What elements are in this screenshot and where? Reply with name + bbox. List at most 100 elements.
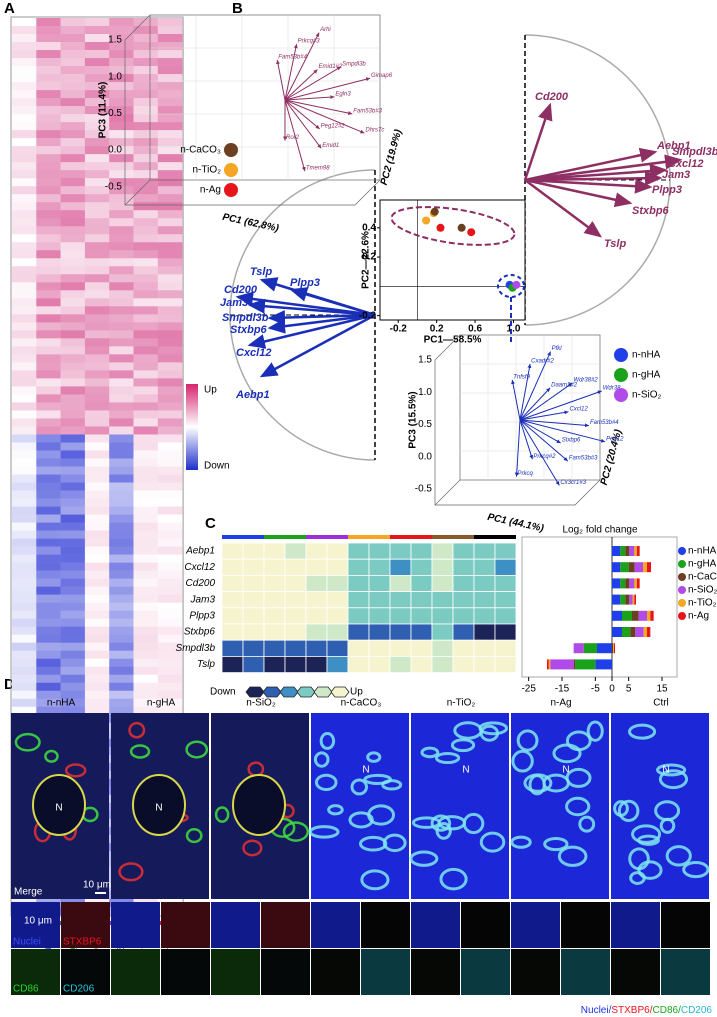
heatmap-cell	[263, 558, 286, 576]
heatmap-cell	[157, 210, 183, 219]
cell-blob	[665, 845, 692, 867]
cell-blob	[314, 773, 338, 792]
heatmap-cell	[84, 314, 110, 323]
heatmap-cell	[36, 58, 61, 67]
loading-label: Daam2#2	[551, 382, 578, 388]
cell-blob	[430, 814, 452, 832]
heatmap-cell	[326, 623, 349, 641]
heatmap-cell	[133, 234, 159, 243]
heatmap-cell	[60, 634, 86, 643]
heatmap-cell	[157, 698, 183, 708]
heatmap-cell	[36, 242, 61, 251]
heatmap-cell	[84, 106, 110, 115]
heatmap-cell	[60, 130, 86, 139]
heatmap-cell	[109, 122, 134, 131]
heatmap-cell	[473, 542, 496, 560]
heatmap-cell	[60, 450, 86, 459]
heatmap-cell	[84, 122, 110, 131]
scale-swatch	[313, 686, 333, 698]
loading-label: Peg12#2	[321, 124, 346, 130]
legend-marker	[224, 143, 238, 157]
heatmap-cell	[60, 466, 86, 475]
x-axis-label: PC1—58.5%	[424, 335, 482, 346]
heatmap-cell	[242, 575, 265, 593]
heatmap-cell	[84, 562, 110, 571]
heatmap-cell	[12, 562, 37, 571]
heatmap-cell	[36, 522, 61, 531]
gene-label: Jam3	[662, 169, 690, 181]
heatmap-cell	[12, 402, 37, 411]
heatmap-cell	[109, 610, 134, 619]
heatmap-cell	[326, 575, 349, 593]
heatmap-cell	[12, 74, 37, 83]
heatmap-cell	[133, 490, 159, 499]
heatmap-cell	[347, 591, 370, 609]
heatmap-cell	[36, 306, 61, 315]
gene-label: Aebp1	[185, 546, 215, 557]
heatmap-cell	[36, 266, 61, 275]
legend-label: n-SiO₂	[632, 390, 662, 401]
heatmap-cell	[36, 290, 61, 299]
heatmap-cell	[60, 186, 86, 195]
tick-label: 0.0	[418, 451, 432, 462]
loading-label: Tmem98	[306, 166, 330, 172]
channel-image	[361, 949, 410, 995]
channel-image	[261, 949, 310, 995]
column-title: n-Ag	[550, 698, 571, 709]
heatmap-cell	[36, 114, 61, 123]
heatmap-cell	[109, 602, 134, 611]
nucleus	[232, 774, 286, 836]
heatmap-cell	[133, 690, 159, 700]
heatmap-cell	[12, 610, 37, 619]
heatmap-cell	[84, 138, 110, 147]
heatmap-cell	[109, 394, 134, 403]
heatmap-cell	[109, 554, 134, 563]
heatmap-cell	[60, 578, 86, 587]
bar	[632, 610, 639, 621]
heatmap-cell	[12, 138, 37, 147]
bar	[595, 659, 612, 670]
bar	[620, 578, 626, 589]
heatmap-cell	[60, 554, 86, 563]
heatmap-cell	[109, 674, 134, 684]
heatmap-cell	[157, 338, 183, 347]
heatmap-cell	[410, 575, 433, 593]
heatmap-cell	[60, 474, 86, 483]
loading-arrow	[284, 99, 320, 130]
legend-label: n-TiO₂	[192, 165, 221, 176]
heatmap-cell	[109, 434, 134, 443]
chart-title: Log₂ fold change	[562, 525, 637, 536]
heatmap-cell	[84, 634, 110, 643]
loading-arrow	[519, 419, 534, 460]
loading-label: Prkcq	[518, 471, 534, 477]
heatmap-cell	[452, 656, 475, 674]
bar	[625, 594, 630, 605]
heatmap-cell	[109, 586, 134, 595]
heatmap-cell	[494, 623, 517, 641]
heatmap-cell	[109, 650, 134, 660]
heatmap-cell	[157, 330, 183, 339]
heatmap-cell	[12, 130, 37, 139]
heatmap-cell	[60, 66, 86, 75]
loading-label: Fam53b#3	[569, 456, 598, 462]
axis-label: PC1 (62.8%)	[221, 212, 280, 235]
cell-blob	[185, 828, 203, 844]
heatmap-cell	[36, 106, 61, 115]
tick-label: 0.0	[108, 145, 122, 156]
heatmap-cell	[36, 146, 61, 155]
panel-label: C	[205, 515, 216, 532]
heatmap-cell	[12, 602, 37, 611]
heatmap-cell	[133, 394, 159, 403]
cell-blob	[637, 860, 663, 880]
gene-label: Cd200	[186, 578, 216, 589]
heatmap-cell	[133, 650, 159, 660]
heatmap-cell	[36, 50, 61, 59]
cell-blob	[565, 796, 591, 817]
loading-label: Ror2	[286, 135, 300, 141]
bar	[613, 643, 614, 654]
heatmap-cell	[36, 338, 61, 347]
heatmap-cell	[157, 314, 183, 323]
cell-blob	[44, 749, 59, 763]
heatmap-cell	[12, 98, 37, 107]
heatmap-cell	[431, 575, 454, 593]
